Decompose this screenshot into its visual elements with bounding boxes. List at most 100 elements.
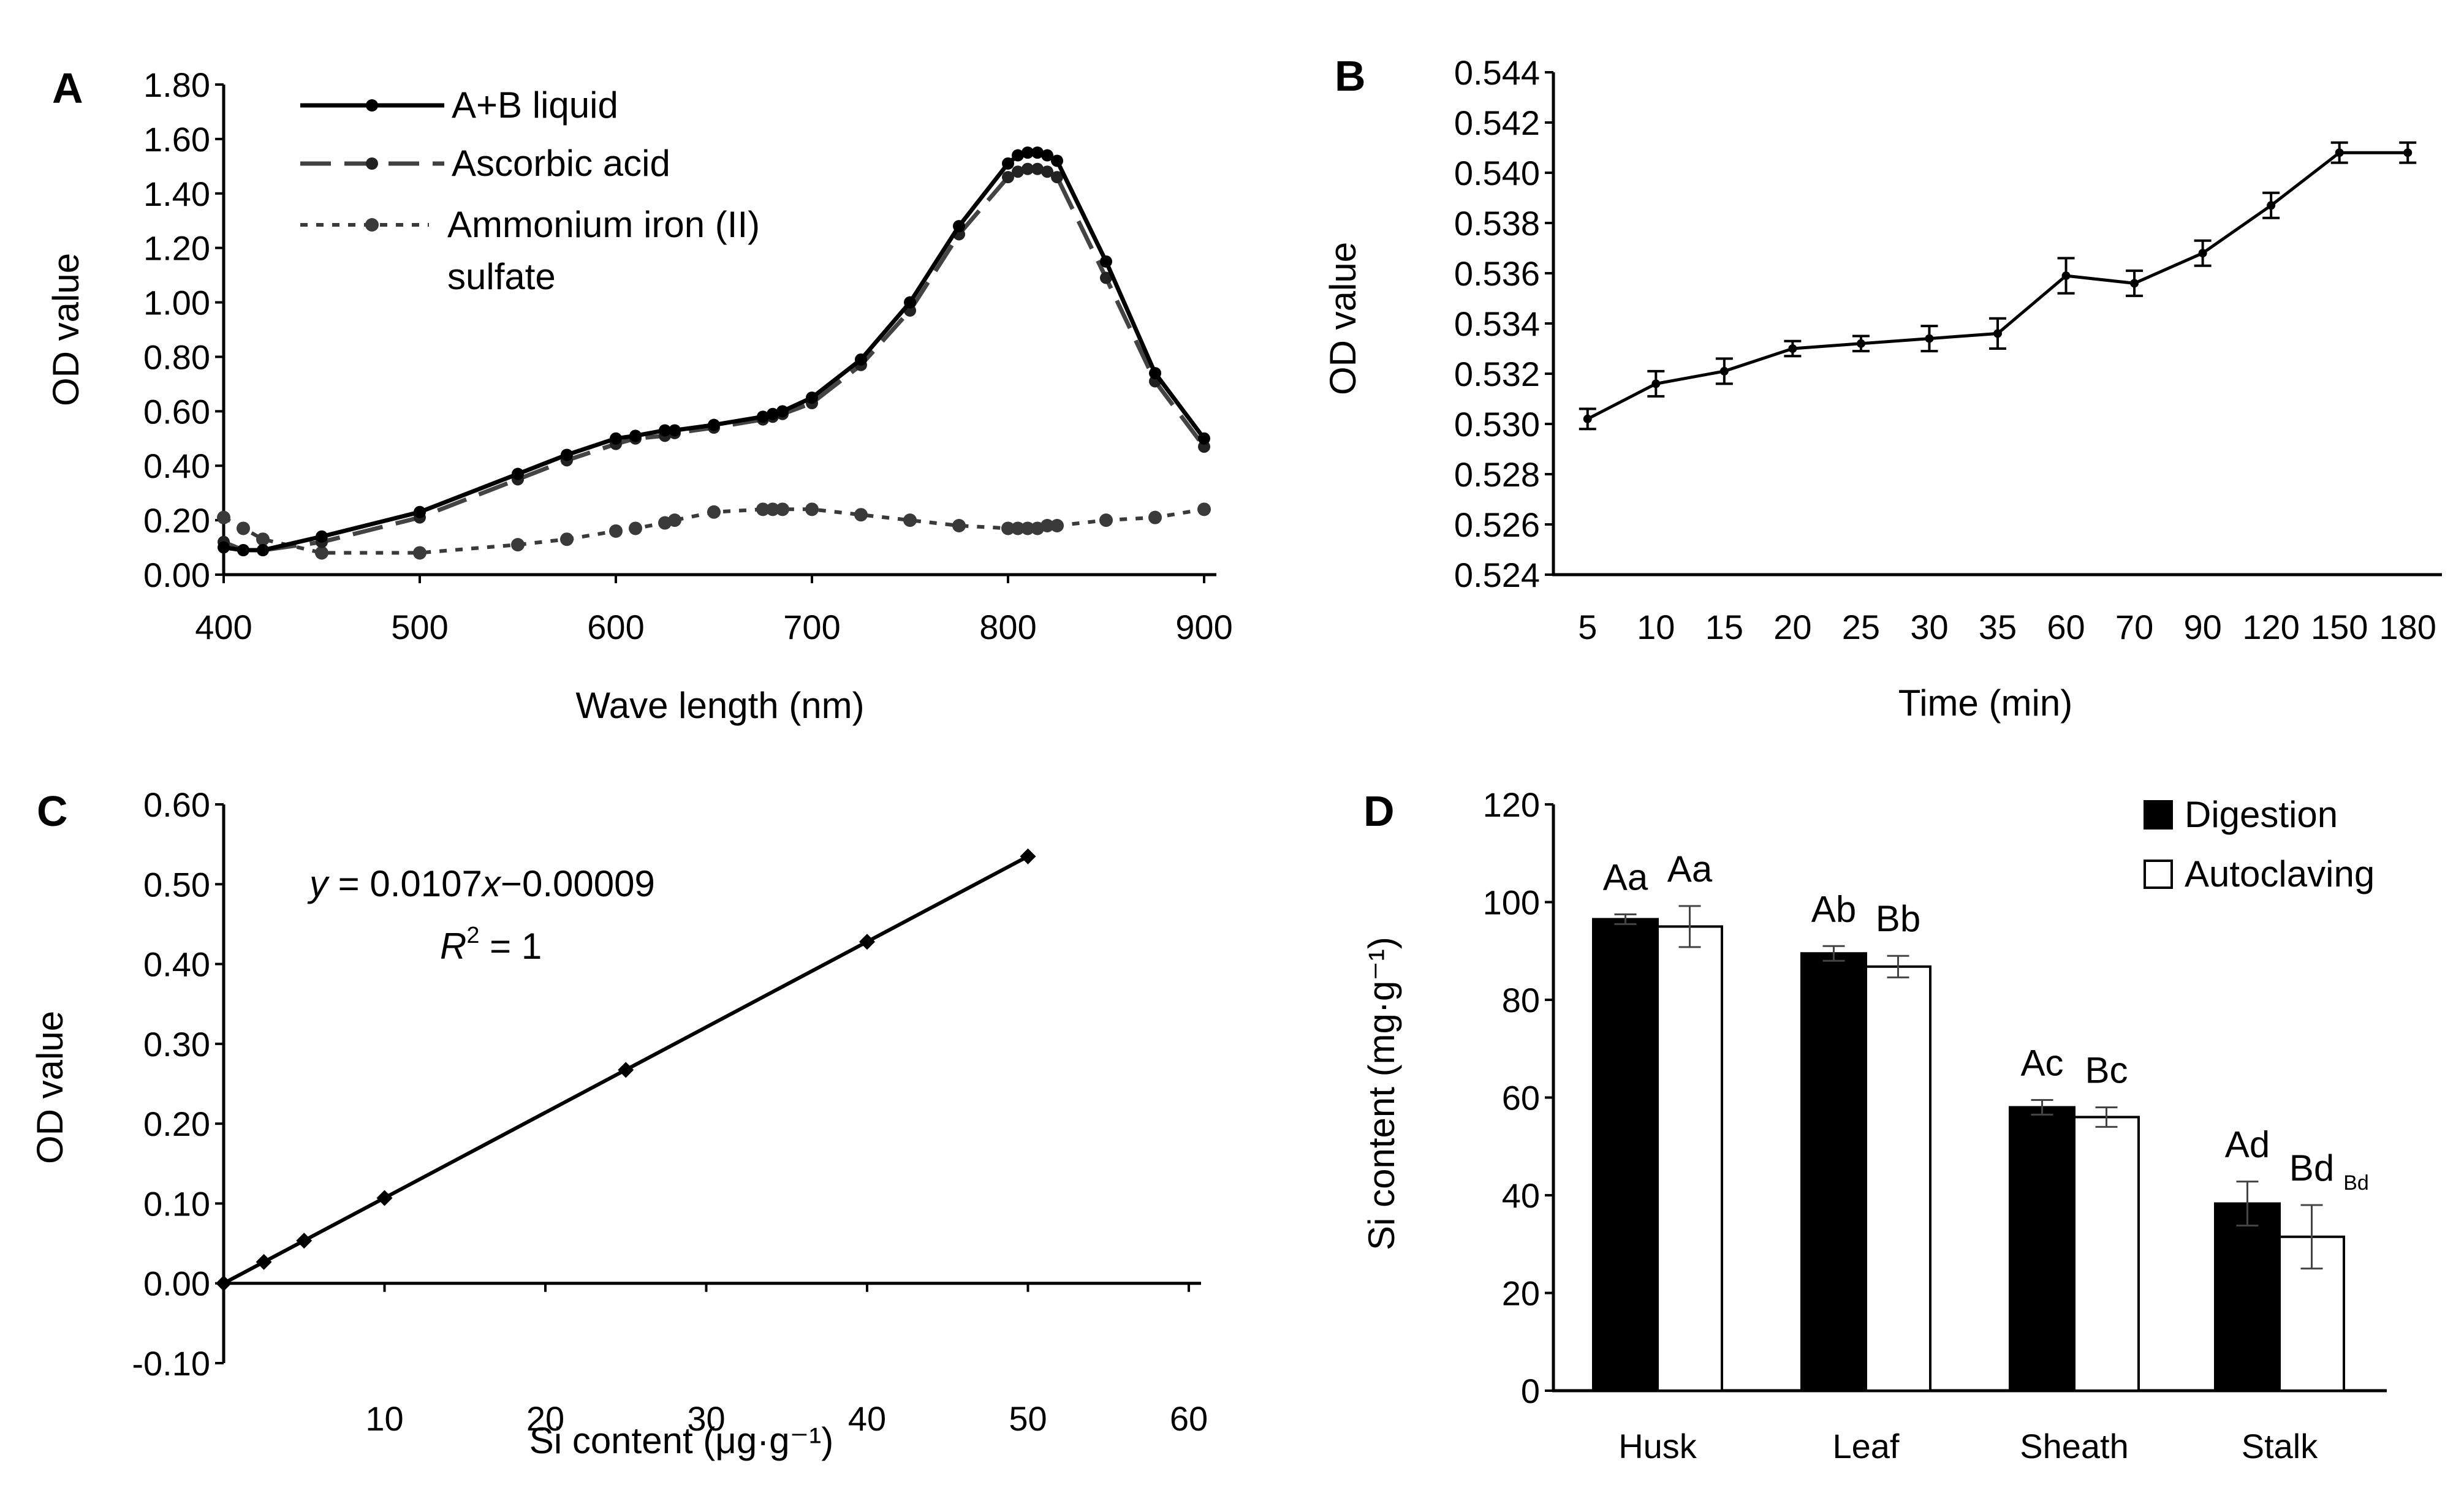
data-point: [1993, 329, 2002, 338]
legend-label-ammonium-1: Ammonium iron (II): [447, 204, 760, 245]
panel-b-ytick: 0.538: [1454, 204, 1540, 243]
data-point: [296, 1233, 313, 1249]
legend-marker-ascorbic: [366, 157, 378, 170]
bar-label: Aa: [1667, 849, 1713, 890]
series-ab-point: [1100, 255, 1112, 268]
panel-b-xtick: 5: [1578, 608, 1597, 646]
series-ab-point: [414, 505, 426, 518]
series-ab-point: [1051, 154, 1063, 167]
panel-a-legend: A+B liquid Ascorbic acid Ammonium iron (…: [300, 85, 760, 297]
panel-b-ytick: 0.530: [1454, 405, 1540, 444]
data-point: [256, 1253, 272, 1270]
panel-b-plot-area: [1545, 71, 2417, 576]
panel-c-xtick: 50: [1009, 1399, 1047, 1438]
panel-b-y-label: OD value: [1322, 242, 1363, 395]
panel-c-x-label: Si content (μg·g⁻¹): [529, 1420, 833, 1461]
panel-b-label: B: [1335, 52, 1366, 100]
bar-label: Bb: [1876, 898, 1920, 939]
series-ascorbic-point: [1012, 165, 1024, 178]
panel-a-x-ticks: 400 500 600 700 800 900: [195, 608, 1232, 646]
bar-label: Bd: [2289, 1147, 2334, 1189]
panel-b-xtick: 150: [2311, 608, 2368, 646]
series-ab-point: [610, 432, 622, 445]
series-ab-point: [218, 541, 230, 554]
panel-d-ytick: 0: [1521, 1372, 1540, 1410]
panel-a: A 0.00 0.20 0.40 0.60 0.80 1.00 1.20 1.4…: [45, 64, 1233, 726]
data-point: [859, 934, 875, 950]
panel-d-category: Husk: [1618, 1427, 1697, 1465]
panel-b-xtick: 120: [2242, 608, 2299, 646]
panel-b-ytick: 0.542: [1454, 104, 1540, 142]
panel-b-xtick: 90: [2183, 608, 2221, 646]
panel-a-xtick: 500: [391, 608, 448, 646]
data-point: [1020, 848, 1036, 864]
series-ab-point: [757, 410, 769, 423]
panel-b-x-label: Time (min): [1898, 682, 2072, 724]
data-point: [2198, 249, 2207, 258]
data-point: [2130, 279, 2139, 288]
series-ammonium-point: [1197, 502, 1211, 516]
panel-a-ytick: 0.20: [143, 501, 210, 540]
data-point: [376, 1190, 393, 1206]
data-point: [618, 1062, 634, 1078]
series-ammonium-point: [1021, 521, 1034, 535]
series-ammonium-point: [315, 546, 328, 560]
series-ab-point: [512, 467, 524, 480]
panel-c-y-label: OD value: [29, 1011, 70, 1164]
series-ascorbic-point: [1100, 271, 1112, 284]
data-point: [216, 1275, 232, 1291]
series-ascorbic-point: [1022, 162, 1034, 175]
series-ab-point: [659, 424, 671, 437]
series-ab-point: [1031, 146, 1044, 159]
series-ab-point: [953, 220, 965, 233]
panel-c-ytick: 0.40: [143, 945, 210, 984]
panel-b-ytick: 0.544: [1454, 53, 1540, 92]
panel-a-xtick: 400: [195, 608, 252, 646]
panel-b: B 0.524 0.526 0.528 0.530 0.532 0.534 0.…: [1322, 52, 2442, 724]
panel-b-xtick: 60: [2047, 608, 2085, 646]
panel-d-legend: Digestion Autoclaving: [2144, 794, 2375, 894]
legend-label-ab: A+B liquid: [452, 85, 618, 126]
panel-c-r-squared: R2 = 1: [440, 923, 542, 967]
series-ab-point: [257, 544, 269, 556]
bar-label-small: Bd: [2343, 1171, 2369, 1195]
series-ammonium-point: [609, 524, 623, 538]
series-ammonium-point: [560, 532, 574, 546]
series-ab-point: [1149, 367, 1161, 380]
data-point: [2335, 148, 2344, 157]
panel-b-x-ticks: 5 10 15 20 25 30 35 60 70 90 120 150 180: [1578, 608, 2436, 646]
panel-a-ytick: 1.60: [143, 120, 210, 159]
panel-c-equation: y = 0.0107x−0.00009: [307, 863, 655, 904]
panel-a-plot-area: [215, 83, 1211, 583]
panel-c-xtick: 40: [848, 1399, 886, 1438]
panel-d-bar-labels: Aa Ab Ac Ad Aa Bb Bc Bd: [1603, 849, 2334, 1189]
panel-b-xtick: 180: [2379, 608, 2436, 646]
bar-digestion: [1800, 952, 1867, 1393]
series-ammonium-point: [256, 532, 270, 546]
panel-d-label: D: [1363, 787, 1395, 835]
bar-label: Aa: [1603, 856, 1648, 898]
panel-b-ytick: 0.532: [1454, 355, 1540, 393]
series-ab-point: [1002, 157, 1014, 170]
panel-a-ytick: 0.80: [143, 338, 210, 376]
legend-label-digestion: Digestion: [2185, 794, 2338, 835]
data-point: [1788, 344, 1797, 353]
panel-d-category: Sheath: [2020, 1427, 2129, 1465]
panel-a-xtick: 600: [587, 608, 644, 646]
series-od-line: [1586, 151, 2408, 421]
series-ab-point: [1012, 149, 1024, 162]
panel-b-ytick: 0.524: [1454, 556, 1540, 594]
panel-a-ytick: 1.40: [143, 175, 210, 213]
series-ab-point: [806, 391, 818, 404]
series-ammonium-point: [805, 502, 819, 516]
panel-b-xtick: 25: [1842, 608, 1880, 646]
panel-a-ytick: 1.00: [143, 284, 210, 322]
panel-a-label: A: [52, 64, 83, 112]
series-ab-point: [1041, 149, 1053, 162]
panel-a-ytick: 0.00: [143, 556, 210, 594]
panel-d-ytick: 60: [1502, 1079, 1540, 1117]
panel-d-ytick: 20: [1502, 1274, 1540, 1313]
data-point: [1651, 379, 1661, 388]
series-ab-point: [316, 530, 328, 543]
series-ammonium-point: [707, 505, 721, 519]
